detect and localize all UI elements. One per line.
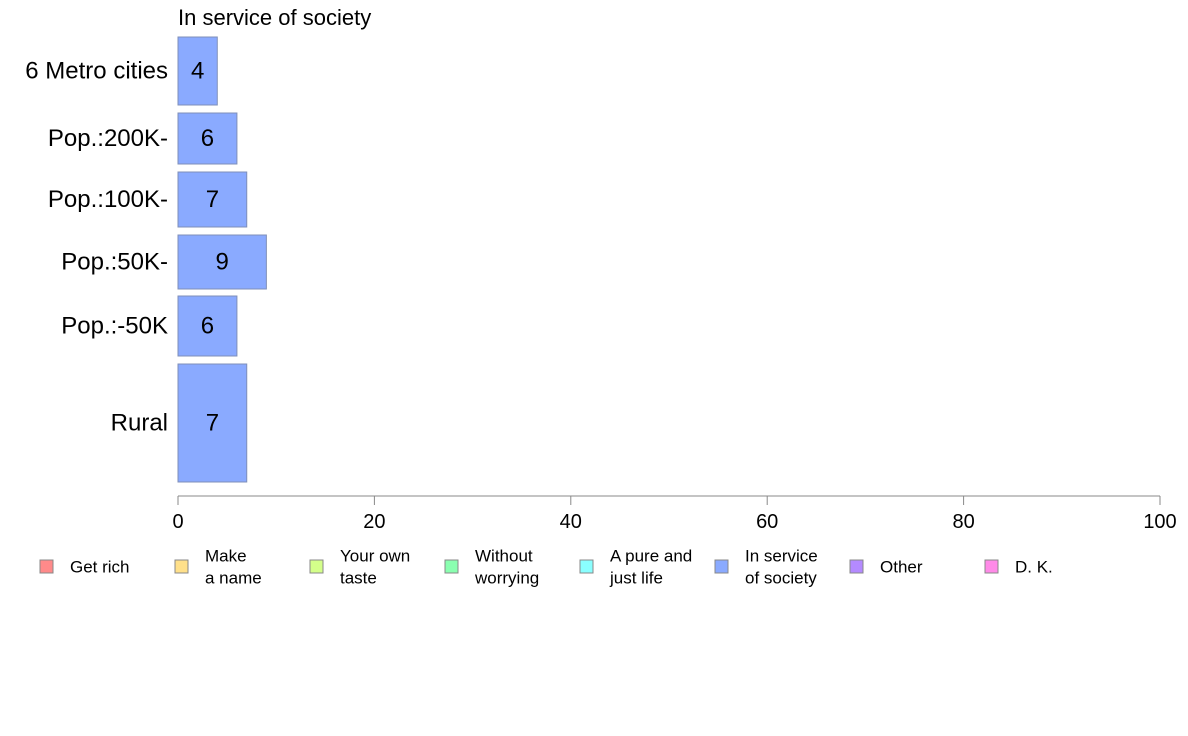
legend-swatch xyxy=(39,559,54,574)
bar xyxy=(177,171,248,228)
category-label: Pop.:50K- xyxy=(61,249,168,276)
category-label: 6 Metro cities xyxy=(25,58,168,85)
bar xyxy=(177,363,248,483)
bar-value-label: 7 xyxy=(206,410,219,437)
category-label: Rural xyxy=(111,410,168,437)
legend-label: Get rich xyxy=(70,558,130,577)
legend-swatch xyxy=(444,559,459,574)
legend-swatch xyxy=(849,559,864,574)
legend-label: D. K. xyxy=(1015,558,1053,577)
legend-swatch xyxy=(174,559,189,574)
legend-label: just life xyxy=(609,569,663,588)
bar-value-label: 7 xyxy=(206,186,219,213)
x-tick-label: 80 xyxy=(952,511,974,533)
legend-label: a name xyxy=(205,569,262,588)
legend-label: Without xyxy=(475,547,533,566)
legend-label: Your own xyxy=(340,547,410,566)
legend-label: of society xyxy=(745,569,817,588)
bar xyxy=(177,36,218,106)
x-tick-label: 100 xyxy=(1143,511,1176,533)
x-tick-label: 20 xyxy=(363,511,385,533)
x-axis: 0 20 40 60 80 100 xyxy=(172,495,1177,533)
legend-swatch xyxy=(309,559,324,574)
bars-layer: 4 6 Metro cities 6 Pop.:200K- 7 Pop.:100K- 9 Po… xyxy=(25,36,267,483)
category-label: Pop.:200K- xyxy=(48,125,168,152)
legend-label: Make xyxy=(205,547,247,566)
legend-swatch xyxy=(714,559,729,574)
category-label: Pop.:100K- xyxy=(48,186,168,213)
bar-value-label: 9 xyxy=(216,249,229,276)
legend-swatch xyxy=(984,559,999,574)
legend-label: taste xyxy=(340,569,377,588)
legend-label: A pure and xyxy=(610,547,692,566)
legend-label: Other xyxy=(880,558,923,577)
legend-label: worrying xyxy=(474,569,539,588)
bar-value-label: 6 xyxy=(201,125,214,152)
bar xyxy=(177,295,238,357)
category-label: Pop.:-50K xyxy=(61,313,168,340)
bar-value-label: 6 xyxy=(201,313,214,340)
legend: Get rich Make a name Your own taste Without wo… xyxy=(39,547,1053,588)
bar-value-label: 4 xyxy=(191,58,204,85)
x-tick-label: 0 xyxy=(172,511,183,533)
bar xyxy=(177,112,238,165)
x-tick-label: 40 xyxy=(560,511,582,533)
x-tick-label: 60 xyxy=(756,511,778,533)
bar xyxy=(177,234,267,290)
legend-label: In service xyxy=(745,547,818,566)
chart-title: In service of society xyxy=(178,5,371,30)
legend-swatch xyxy=(579,559,594,574)
